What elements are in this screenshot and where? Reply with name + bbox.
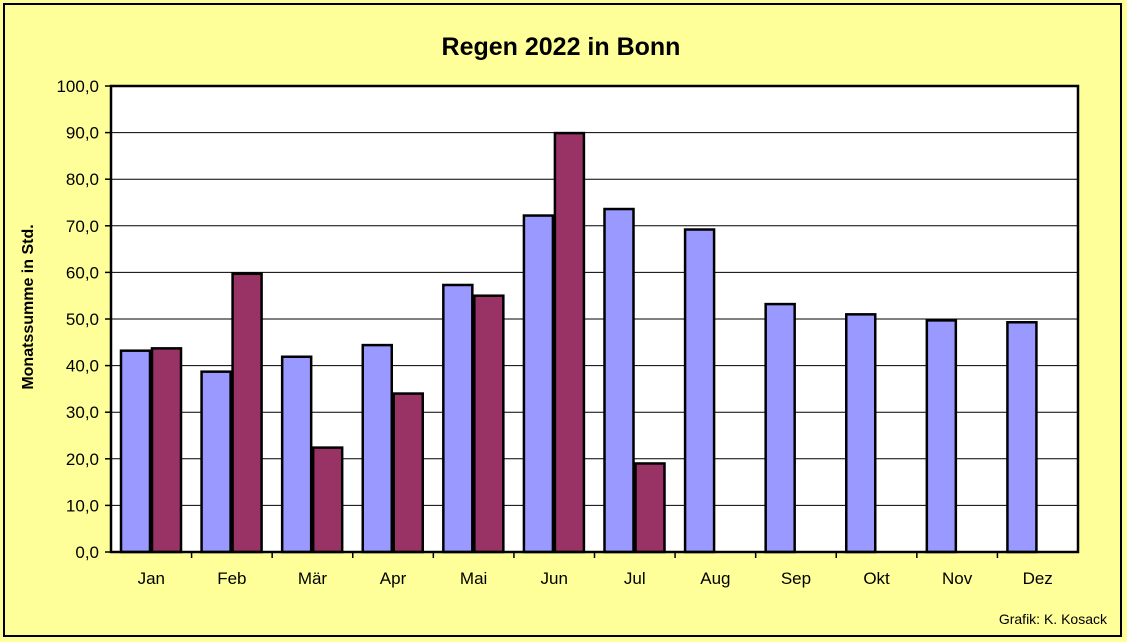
- bar: [1006, 321, 1038, 554]
- bar: [392, 392, 424, 554]
- x-tick-label: Apr: [380, 569, 407, 588]
- bar: [231, 272, 263, 554]
- x-tick-label: Jul: [624, 569, 646, 588]
- bar: [522, 214, 555, 554]
- x-tick-label: Jun: [540, 569, 567, 588]
- y-tick-label: 0,0: [75, 543, 99, 562]
- bar: [764, 302, 796, 554]
- bar: [150, 347, 183, 554]
- bar: [119, 349, 152, 554]
- chart-title: Regen 2022 in Bonn: [442, 33, 681, 61]
- x-tick-label: Dez: [1023, 569, 1053, 588]
- y-tick-label: 70,0: [66, 217, 99, 236]
- bar: [280, 355, 313, 554]
- bar: [845, 313, 877, 554]
- bar: [311, 446, 344, 554]
- x-tick-label: Mär: [298, 569, 328, 588]
- bar: [925, 319, 958, 554]
- y-tick-label: 50,0: [66, 310, 99, 329]
- y-tick-label: 80,0: [66, 170, 99, 189]
- x-tick-label: Sep: [781, 569, 811, 588]
- bar: [200, 370, 232, 554]
- y-tick-label: 90,0: [66, 124, 99, 143]
- bar: [473, 294, 505, 554]
- y-tick-label: 60,0: [66, 263, 99, 282]
- plot-area: 0,0 10,0 20,0 30,0 40,0 50,0 60,0 70,0 80,0 90,0 1…: [56, 77, 1080, 588]
- x-tick-label: Mai: [460, 569, 487, 588]
- y-tick-label: 100,0: [56, 77, 99, 96]
- x-tick-label: Okt: [863, 569, 890, 588]
- bar: [442, 283, 474, 554]
- bar: [683, 228, 716, 554]
- bar: [634, 462, 666, 554]
- y-axis-label: Monatssumme in Std.: [20, 224, 37, 389]
- y-tick-label: 40,0: [66, 357, 99, 376]
- y-tick-label: 20,0: [66, 450, 99, 469]
- x-tick-label: Nov: [942, 569, 973, 588]
- bar: [553, 131, 586, 554]
- x-tick-label: Feb: [217, 569, 246, 588]
- x-tick-label: Jan: [138, 569, 165, 588]
- bar: [603, 207, 635, 554]
- y-tick-label: 30,0: [66, 403, 99, 422]
- credit-text: Grafik: K. Kosack: [999, 611, 1108, 627]
- plot-border: [109, 84, 1080, 554]
- x-tick-label: Aug: [700, 569, 730, 588]
- y-tick-label: 10,0: [66, 496, 99, 515]
- bar: [361, 343, 393, 554]
